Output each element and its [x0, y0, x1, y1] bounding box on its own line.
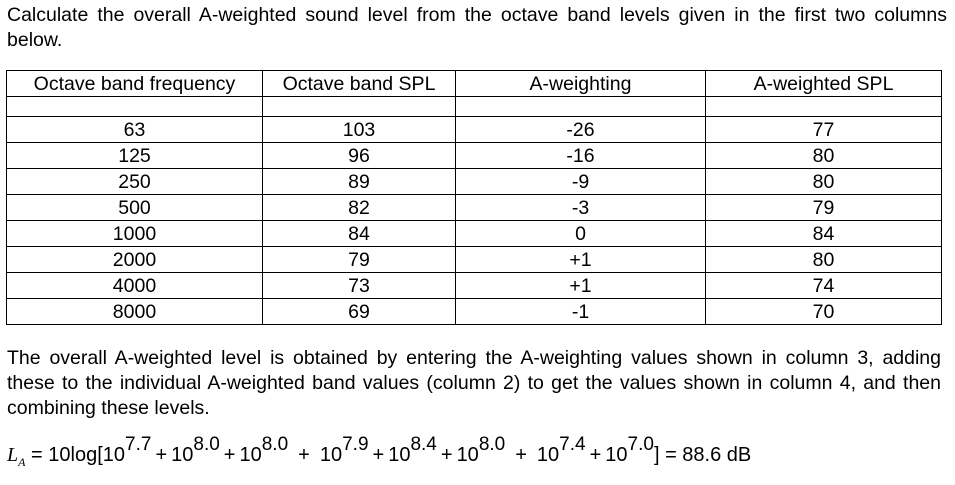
term-base: 10 [239, 444, 262, 466]
term-exponent: 8.0 [478, 434, 506, 456]
term-base: 10 [605, 444, 628, 466]
term-exponent: 8.4 [410, 434, 437, 456]
plus-sign: + [223, 444, 236, 466]
term-base: 10 [536, 444, 560, 466]
plus-sign: + [372, 444, 385, 466]
table-cell: 84 [705, 220, 942, 247]
table-cell: 8000 [6, 298, 263, 325]
table-cell: -9 [455, 168, 706, 195]
plus-sign: + [298, 444, 310, 466]
term-base: 10 [171, 444, 194, 466]
table-row: 8000 69 -1 70 [6, 298, 942, 325]
table-cell: 69 [262, 298, 456, 325]
power-term: 108.0 [456, 435, 506, 466]
table-cell: -16 [455, 142, 706, 169]
table-row: 4000 73 +1 74 [6, 272, 942, 299]
table-cell: 1000 [6, 220, 263, 247]
table-row: 1000 84 0 84 [6, 220, 942, 247]
plus-sign: + [515, 444, 527, 466]
table-cell: -26 [455, 116, 706, 143]
table-cell: 80 [705, 168, 942, 195]
term-base: 10 [388, 444, 411, 466]
column-header: Octave band frequency [6, 70, 263, 97]
term-exponent: 8.0 [261, 434, 289, 456]
term-exponent: 7.4 [559, 434, 586, 456]
table-cell: 89 [262, 168, 456, 195]
term-exponent: 7.9 [342, 434, 369, 456]
explanation-text: The overall A-weighted level is obtained… [7, 347, 941, 419]
term-exponent: 8.0 [193, 434, 220, 456]
term-base: 10 [102, 444, 126, 466]
table-row: 125 96 -16 80 [6, 142, 942, 169]
la-symbol: LA [7, 444, 26, 469]
formula-result: ] = 88.6 dB [653, 444, 752, 466]
table-header-row: Octave band frequency Octave band SPL A-we… [6, 70, 942, 97]
formula-prefix: = 10log[ [31, 444, 103, 466]
power-term: 108.4 [388, 435, 437, 466]
table-cell: +1 [455, 272, 706, 299]
term-base: 10 [456, 444, 479, 466]
term-base: 10 [319, 444, 343, 466]
column-header: Octave band SPL [262, 70, 456, 97]
table-row: 63 103 -26 77 [6, 116, 942, 143]
table-cell: 82 [262, 194, 456, 221]
table-row: 500 82 -3 79 [6, 194, 942, 221]
formula: LA = 10log[107.7 +108.0 +108.0 +107.9 +108.4… [7, 435, 752, 470]
table-cell: 63 [6, 116, 263, 143]
intro-text: Calculate the overall A-weighted sound l… [7, 4, 947, 51]
blank-row [6, 96, 942, 117]
power-term: 107.7 [102, 435, 152, 466]
table-cell: 79 [262, 246, 456, 273]
table-row: 250 89 -9 80 [6, 168, 942, 195]
table-cell: 79 [705, 194, 942, 221]
table-cell: -1 [455, 298, 706, 325]
table-cell: 125 [6, 142, 263, 169]
table-cell: 70 [705, 298, 942, 325]
table-cell: -3 [455, 194, 706, 221]
table-cell: 80 [705, 246, 942, 273]
column-header: A-weighted SPL [705, 70, 942, 97]
table-cell: 77 [705, 116, 942, 143]
power-term: 108.0 [239, 435, 288, 466]
plus-sign: + [440, 444, 453, 466]
table-cell: 74 [705, 272, 942, 299]
term-exponent: 7.7 [125, 434, 152, 456]
power-term: 108.0 [171, 435, 220, 466]
table-cell: 84 [262, 220, 456, 247]
plus-sign: + [589, 444, 602, 466]
power-term: 107.0 [605, 435, 654, 466]
table-cell: 500 [6, 194, 263, 221]
table-cell: 80 [705, 142, 942, 169]
plus-sign: + [155, 444, 168, 466]
table-cell: 250 [6, 168, 263, 195]
power-term: 107.9 [319, 435, 369, 466]
table-cell: 73 [262, 272, 456, 299]
table-row: 2000 79 +1 80 [6, 246, 942, 273]
table-cell: 4000 [6, 272, 263, 299]
power-term: 107.4 [536, 435, 586, 466]
column-header: A-weighting [455, 70, 706, 97]
table-cell: 96 [262, 142, 456, 169]
table-cell: 2000 [6, 246, 263, 273]
octave-band-table: Octave band frequency Octave band SPL A-we… [6, 70, 942, 325]
table-cell: 103 [262, 116, 456, 143]
table-cell: +1 [455, 246, 706, 273]
term-exponent: 7.0 [627, 434, 654, 456]
table-cell: 0 [455, 220, 706, 247]
